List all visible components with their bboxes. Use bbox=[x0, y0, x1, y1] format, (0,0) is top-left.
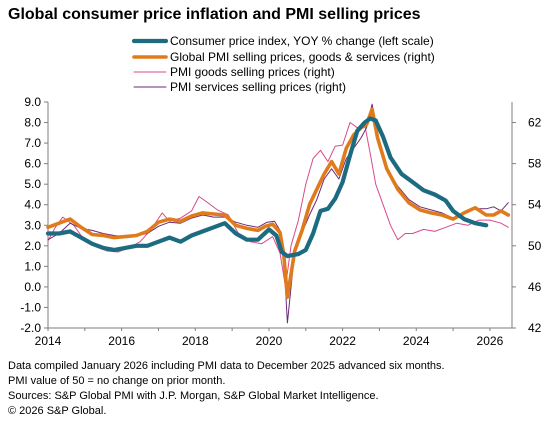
x-tick-label: 2026 bbox=[477, 334, 504, 348]
footer-note-pmi-value: PMI value of 50 = no change on prior mon… bbox=[8, 375, 226, 387]
left-tick-label: 5.0 bbox=[24, 177, 41, 191]
left-tick-label: 7.0 bbox=[24, 136, 41, 150]
right-tick-label: 46 bbox=[528, 280, 542, 294]
right-tick-label: 58 bbox=[528, 157, 542, 171]
left-tick-label: 1.0 bbox=[24, 259, 41, 273]
x-tick-label: 2018 bbox=[182, 334, 209, 348]
left-tick-label: 2.0 bbox=[24, 239, 41, 253]
x-tick-label: 2024 bbox=[403, 334, 430, 348]
left-tick-label: 0.0 bbox=[24, 280, 41, 294]
legend-label-1: Consumer price index, YOY % change (left… bbox=[170, 34, 434, 48]
series-line-3 bbox=[47, 122, 509, 288]
left-tick-label: 9.0 bbox=[24, 95, 41, 109]
series-line-2 bbox=[46, 107, 511, 300]
right-tick-label: 50 bbox=[528, 239, 542, 253]
legend-label-4: PMI services selling prices (right) bbox=[170, 80, 346, 94]
left-tick-label: 8.0 bbox=[24, 116, 41, 130]
left-tick-label: 6.0 bbox=[24, 157, 41, 171]
legend-label-2: Global PMI selling prices, goods & servi… bbox=[170, 50, 435, 64]
right-tick-label: 62 bbox=[528, 116, 542, 130]
axes: -2.0 -1.0 0.0 1.0 2.0 3.0 4.0 5.0 6.0 7.0 8.0 9.0 42… bbox=[20, 95, 541, 348]
footer-note-sources: Sources: S&P Global PMI with J.P. Morgan… bbox=[8, 390, 379, 402]
legend-label-3: PMI goods selling prices (right) bbox=[170, 65, 335, 79]
series-lines bbox=[45, 103, 511, 324]
left-tick-label: -2.0 bbox=[20, 321, 41, 335]
left-tick-label: -1.0 bbox=[20, 300, 41, 314]
series-line-1 bbox=[45, 116, 489, 259]
left-tick-label: 4.0 bbox=[24, 198, 41, 212]
x-tick-label: 2016 bbox=[108, 334, 135, 348]
footer-note-data-compiled: Data compiled January 2026 including PMI… bbox=[8, 360, 445, 372]
chart-title: Global consumer price inflation and PMI … bbox=[8, 6, 421, 23]
footer-notes: Data compiled January 2026 including PMI… bbox=[8, 359, 445, 419]
legend: Consumer price index, YOY % change (left… bbox=[131, 34, 435, 94]
footer-note-copyright: © 2026 S&P Global. bbox=[8, 405, 107, 417]
left-tick-label: 3.0 bbox=[24, 218, 41, 232]
x-tick-label: 2022 bbox=[329, 334, 356, 348]
x-tick-label: 2014 bbox=[35, 334, 62, 348]
x-tick-label: 2020 bbox=[256, 334, 283, 348]
right-tick-label: 54 bbox=[528, 198, 542, 212]
right-tick-label: 42 bbox=[528, 321, 542, 335]
